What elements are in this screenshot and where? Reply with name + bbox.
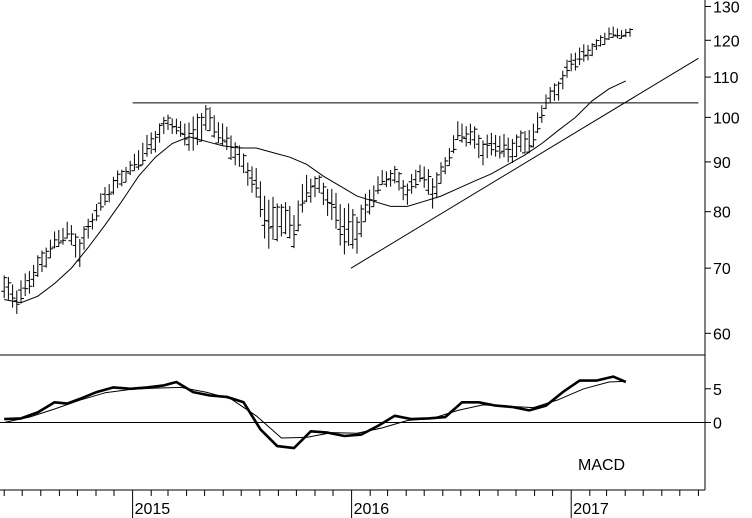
price-y-tick-label: 60 [713,326,731,343]
macd-signal-line [4,380,626,439]
macd-label: MACD [578,457,625,474]
macd-y-tick-label: 5 [713,382,722,399]
price-y-tick-label: 110 [713,70,739,87]
x-axis: 2015 2016 2017 [3,490,699,518]
macd-panel: 05 [0,375,722,450]
price-y-tick-label: 120 [713,33,740,50]
x-tick-label: 2016 [354,501,390,518]
x-tick-label: 2015 [135,501,171,518]
price-y-tick-label: 70 [713,261,731,278]
price-y-tick-label: 130 [713,0,740,16]
macd-y-tick-label: 0 [713,416,722,433]
support-trendline [350,57,699,269]
price-panel: 60 70 80 90 100 110 120 130 [1,0,740,343]
moving-average-line [4,80,627,304]
price-y-tick-label: 80 [713,205,731,222]
chart-frame [0,0,706,491]
macd-line [4,375,627,450]
price-y-tick-label: 100 [713,110,740,127]
price-y-tick-label: 90 [713,155,731,172]
x-tick-label: 2017 [573,501,609,518]
